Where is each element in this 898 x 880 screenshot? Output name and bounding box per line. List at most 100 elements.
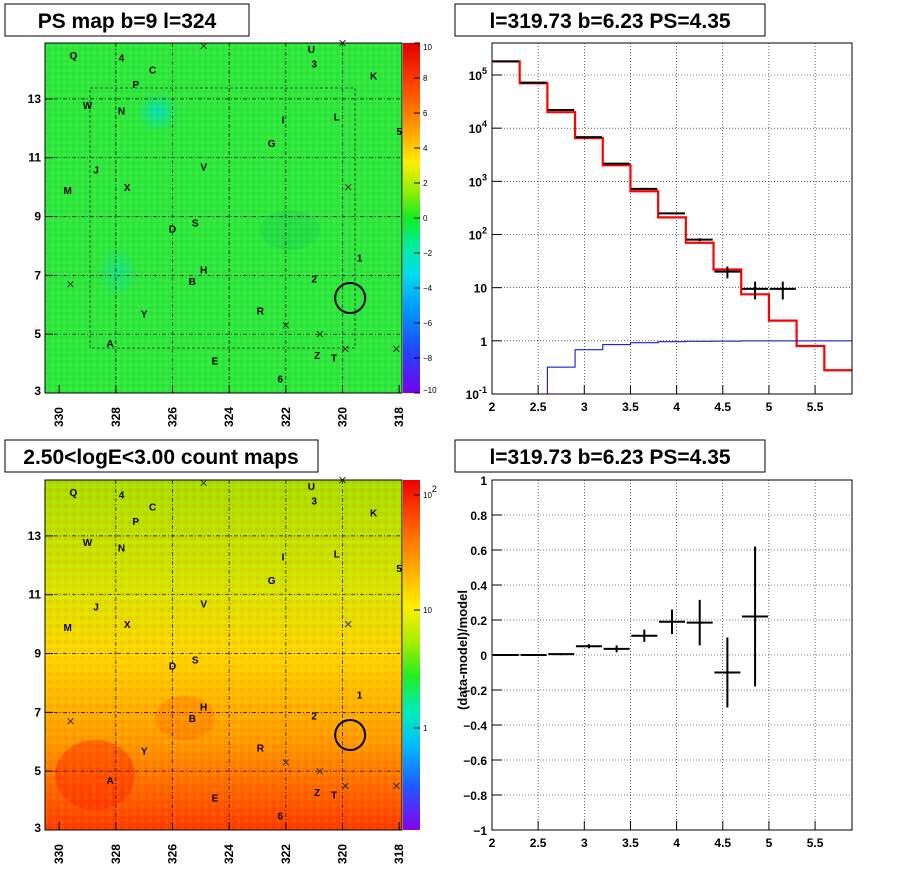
- source-cross-marker: [282, 321, 290, 329]
- y-tick-label: −0.8: [463, 789, 487, 803]
- y-tick-label: −0.6: [463, 754, 487, 768]
- colorbar-tick-label: 0: [423, 214, 428, 223]
- y-tick-label: −0.4: [463, 719, 487, 733]
- spectrum-panel: 2 2.5 3 3.5 4 4.5 5 5.5 10-1 1 10 102 103 104 105 l=31…: [454, 3, 853, 414]
- count-map-frame: [44, 479, 403, 831]
- source-label: N: [118, 544, 125, 555]
- ps-map-panel: Q 4 CP U 3 K W N I L 5 G J V M X D S 1 HB 2 R Y A Z T E 6 10 8 6 4 2 0 −2…: [4, 3, 437, 427]
- colorbar-tick-label: 8: [423, 74, 428, 83]
- source-label: H: [200, 702, 207, 713]
- y-tick-label: 11: [28, 588, 41, 602]
- spectrum-title-box: [454, 3, 766, 37]
- x-tick-label: 2: [489, 836, 496, 850]
- source-label: U: [308, 45, 315, 56]
- ps-map-frame: [44, 42, 403, 394]
- source-label: U: [308, 482, 315, 493]
- x-tick-label: 2.5: [530, 836, 547, 850]
- x-tick-label: 322: [279, 407, 293, 427]
- source-label: V: [200, 600, 207, 611]
- y-tick-label: 5: [34, 764, 41, 778]
- x-tick-label: 326: [166, 407, 180, 427]
- residual-title: l=319.73 b=6.23 PS=4.35: [489, 446, 730, 469]
- source-cross-marker: [316, 767, 324, 775]
- residual-title-box: [454, 439, 766, 473]
- y-tick-label: 103: [469, 172, 487, 189]
- ps-map-texture: [45, 43, 402, 393]
- x-tick-label: 4: [673, 400, 680, 414]
- source-label: G: [268, 576, 276, 587]
- count-map-colorbar: [403, 480, 420, 830]
- residual-panel: 2 2.5 3 3.5 4 4.5 5 5.5 −1 −0.8 −0.6 −0.4 −0.2 0 0.2 0.…: [454, 439, 853, 850]
- source-label: R: [257, 744, 265, 755]
- source-label: W: [83, 101, 93, 112]
- source-label: D: [169, 224, 176, 235]
- count-map-colorbar-ticks: 102 10 1: [414, 484, 437, 733]
- source-cross-marker: [392, 782, 400, 790]
- count-map-title: 2.50<logE<3.00 count maps: [23, 446, 298, 469]
- y-tick-label: 104: [469, 119, 487, 136]
- ps-map-grid: [45, 43, 402, 393]
- x-tick-label: 3: [581, 400, 588, 414]
- source-cross-marker: [341, 782, 349, 790]
- source-cross-marker: [200, 42, 208, 50]
- count-map-axes: 330 328 326 324 322 320 318 3 5 7 9 11 13: [28, 529, 407, 864]
- y-tick-label: 3: [34, 384, 41, 398]
- y-tick-label: 10: [474, 282, 488, 296]
- x-tick-label: 4.5: [714, 400, 731, 414]
- spectrum-frame: [491, 42, 853, 395]
- source-cross-marker: [282, 758, 290, 766]
- y-tick-label: 0.8: [470, 509, 487, 523]
- source-label: S: [192, 218, 199, 229]
- source-label: 2: [311, 274, 317, 285]
- count-map-sources: Q 4 CP U 3 K W N I L 5 G J V M X D S 1 HB 2 R Y A Z T E 6: [63, 476, 402, 822]
- x-tick-label: 330: [52, 844, 66, 864]
- x-tick-label: 3.5: [622, 400, 639, 414]
- source-label: L: [334, 550, 340, 561]
- residual-ylabel: (data-model)/model: [455, 590, 470, 710]
- y-tick-label: 0: [480, 649, 487, 663]
- source-cross-marker: [392, 345, 400, 353]
- x-tick-label: 5.5: [807, 836, 824, 850]
- source-label: S: [192, 655, 199, 666]
- source-label: Z: [314, 788, 320, 799]
- colorbar-tick-label: −10: [423, 386, 437, 395]
- count-map-grid: [45, 480, 402, 830]
- y-tick-label: 9: [34, 647, 41, 661]
- source-label: Q: [69, 51, 77, 62]
- source-label: 5: [396, 127, 402, 138]
- source-label: N: [118, 107, 125, 118]
- x-tick-label: 328: [109, 407, 123, 427]
- x-tick-label: 4.5: [714, 836, 731, 850]
- colorbar-tick-label: 2: [423, 179, 428, 188]
- source-label: J: [93, 165, 99, 176]
- x-tick-label: 318: [392, 844, 406, 864]
- source-label: X: [124, 183, 131, 194]
- colorbar-tick-label: −2: [423, 249, 433, 258]
- source-label: K: [370, 508, 378, 519]
- source-label: A: [107, 339, 114, 350]
- ps-map-axes: 330 328 326 324 322 320 318 3 5 7 9 11 13: [28, 92, 407, 427]
- x-tick-label: 2: [489, 400, 496, 414]
- source-label: H: [200, 265, 207, 276]
- y-tick-label: −0.2: [463, 684, 487, 698]
- ps-map-title-box: [4, 3, 250, 37]
- source-label: C: [149, 65, 156, 76]
- source-label: G: [268, 139, 276, 150]
- x-tick-label: 5: [766, 836, 773, 850]
- y-tick-label: 102: [469, 226, 487, 243]
- x-tick-label: 318: [392, 407, 406, 427]
- y-tick-label: 7: [34, 268, 41, 282]
- source-label: Y: [141, 310, 148, 321]
- source-label: L: [334, 113, 340, 124]
- target-circle: [334, 719, 367, 751]
- x-tick-label: 324: [222, 844, 236, 864]
- y-tick-label: 1: [480, 474, 487, 488]
- source-label: D: [169, 661, 176, 672]
- source-label: 2: [311, 711, 317, 722]
- x-tick-label: 326: [166, 844, 180, 864]
- colorbar-tick-label: −6: [423, 319, 433, 328]
- source-label: P: [132, 80, 139, 91]
- source-label: E: [212, 357, 219, 368]
- y-tick-label: 10-1: [466, 385, 487, 402]
